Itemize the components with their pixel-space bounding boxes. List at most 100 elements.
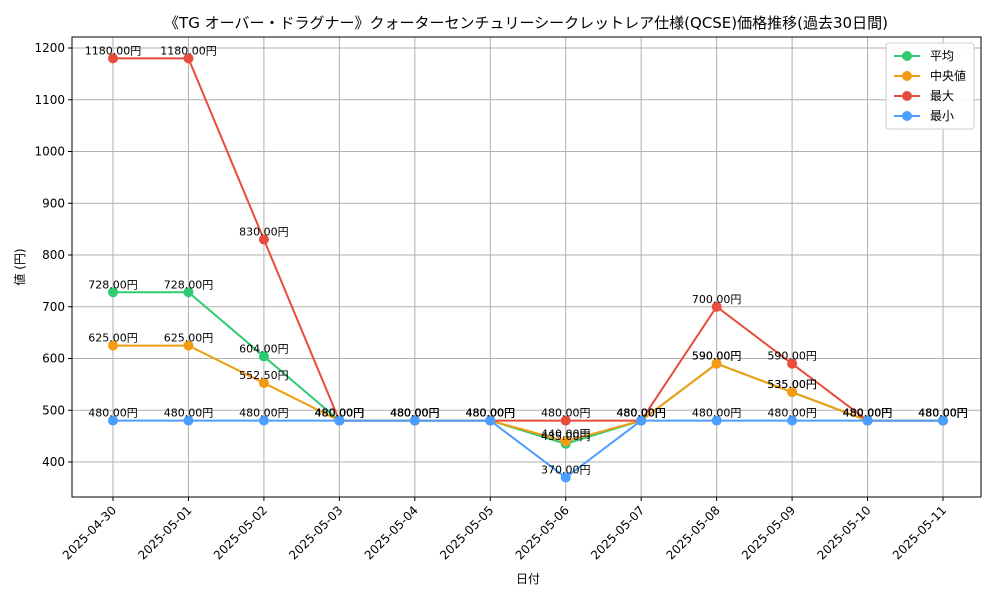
data-point-最小 [711,415,722,426]
data-label: 728.00円 [164,278,214,291]
y-tick-label: 900 [42,196,65,210]
data-point-最小 [787,415,798,426]
data-label: 480.00円 [390,407,440,420]
data-label: 480.00円 [315,407,365,420]
data-label: 590.00円 [692,350,742,363]
x-tick-label: 2025-05-01 [135,503,194,562]
series-layer [108,53,948,483]
data-label: 435.00円 [541,430,591,443]
data-label: 535.00円 [767,378,817,391]
y-tick-label: 700 [42,300,65,314]
data-label: 604.00円 [239,342,289,355]
data-point-平均 [258,351,269,362]
data-label: 480.00円 [918,407,968,420]
x-tick-label: 2025-05-11 [890,503,949,562]
legend-marker-中央値 [902,71,912,81]
data-point-最小 [108,415,118,426]
x-tick-label: 2025-05-08 [664,503,723,562]
series-line-中央値 [113,344,943,443]
x-tick-label: 2025-05-07 [588,503,647,562]
x-tick-label: 2025-05-04 [362,503,421,562]
data-label: 480.00円 [767,407,817,420]
legend-marker-最大 [902,91,912,101]
series-line-最小 [113,419,943,479]
y-tick-label: 1200 [34,41,65,55]
data-point-最大 [711,301,722,312]
legend-label-中央値: 中央値 [930,68,966,83]
data-label: 480.00円 [541,407,591,420]
x-tick-label: 2025-04-30 [60,503,119,562]
y-tick-label: 1000 [34,145,65,159]
data-label: 480.00円 [164,407,214,420]
data-label: 700.00円 [692,293,742,306]
data-point-中央値 [787,387,798,398]
legend-marker-最小 [902,111,912,121]
data-label: 480.00円 [918,407,968,420]
data-point-最大 [108,53,118,64]
data-point-最小 [409,415,420,426]
data-label: 625.00円 [88,332,138,345]
data-point-中央値 [560,436,571,447]
data-point-中央値 [258,378,269,389]
data-point-最小 [183,415,194,426]
data-label: 480.00円 [843,407,893,420]
x-tick-label: 2025-05-02 [211,503,270,562]
data-label: 480.00円 [616,407,666,420]
data-label: 480.00円 [918,407,968,420]
legend-box [885,42,975,130]
data-labels: 728.00円 728.00円 604.00円 480.00円 480.00円 480.0… [85,44,968,476]
data-point-最大 [560,415,571,426]
data-point-最大 [183,53,194,64]
data-label: 480.00円 [390,407,440,420]
data-point-最小 [334,415,345,426]
data-label: 480.00円 [616,407,666,420]
y-tick-label: 600 [42,352,65,366]
data-point-最小 [938,415,948,426]
legend-marker-平均 [902,51,912,61]
data-label: 480.00円 [315,407,365,420]
data-label: 480.00円 [466,407,516,420]
data-point-最小 [258,415,269,426]
data-label: 370.00円 [541,464,591,477]
data-point-最大 [787,358,798,369]
data-label: 480.00円 [466,407,516,420]
y-tick-label: 1100 [34,93,65,107]
data-label: 590.00円 [767,350,817,363]
y-tick-label: 800 [42,248,65,262]
data-label: 480.00円 [315,407,365,420]
chart-title: 《TG オーバー・ドラグナー》クォーターセンチュリーシークレットレア仕様(QCS… [164,14,888,32]
data-point-中央値 [183,340,194,351]
data-label: 480.00円 [466,407,516,420]
plot-frame [71,36,982,498]
x-axis-ticks: 2025-04-30 2025-05-01 2025-05-02 2025-05-03… [60,497,949,562]
data-point-最小 [560,472,571,483]
data-label: 480.00円 [843,407,893,420]
data-label: 480.00円 [616,407,666,420]
legend-label-最小: 最小 [930,109,954,123]
data-label: 590.00円 [692,350,742,363]
data-label: 480.00円 [239,407,289,420]
legend-label-平均: 平均 [930,49,954,63]
data-label: 480.00円 [315,407,365,420]
data-label: 480.00円 [390,407,440,420]
data-label: 830.00円 [239,225,289,238]
data-label: 480.00円 [466,407,516,420]
data-label: 440.00円 [541,427,591,440]
x-tick-label: 2025-05-09 [739,503,798,562]
y-axis-ticks: 400 500 600 700 800 900 1000 1100 1200 [34,41,72,469]
x-tick-label: 2025-05-03 [286,503,345,562]
data-label: 480.00円 [616,407,666,420]
data-label: 552.50円 [239,369,289,382]
data-label: 480.00円 [918,407,968,420]
data-point-中央値 [711,358,722,369]
data-label: 1180.00円 [85,44,142,57]
data-label: 535.00円 [767,378,817,391]
data-point-平均 [183,287,194,298]
data-label: 1180.00円 [160,44,217,57]
data-label: 480.00円 [843,407,893,420]
y-axis-label: 値 (円) [12,248,27,285]
data-label: 728.00円 [88,278,138,291]
data-label: 625.00円 [164,332,214,345]
data-point-最小 [636,415,647,426]
